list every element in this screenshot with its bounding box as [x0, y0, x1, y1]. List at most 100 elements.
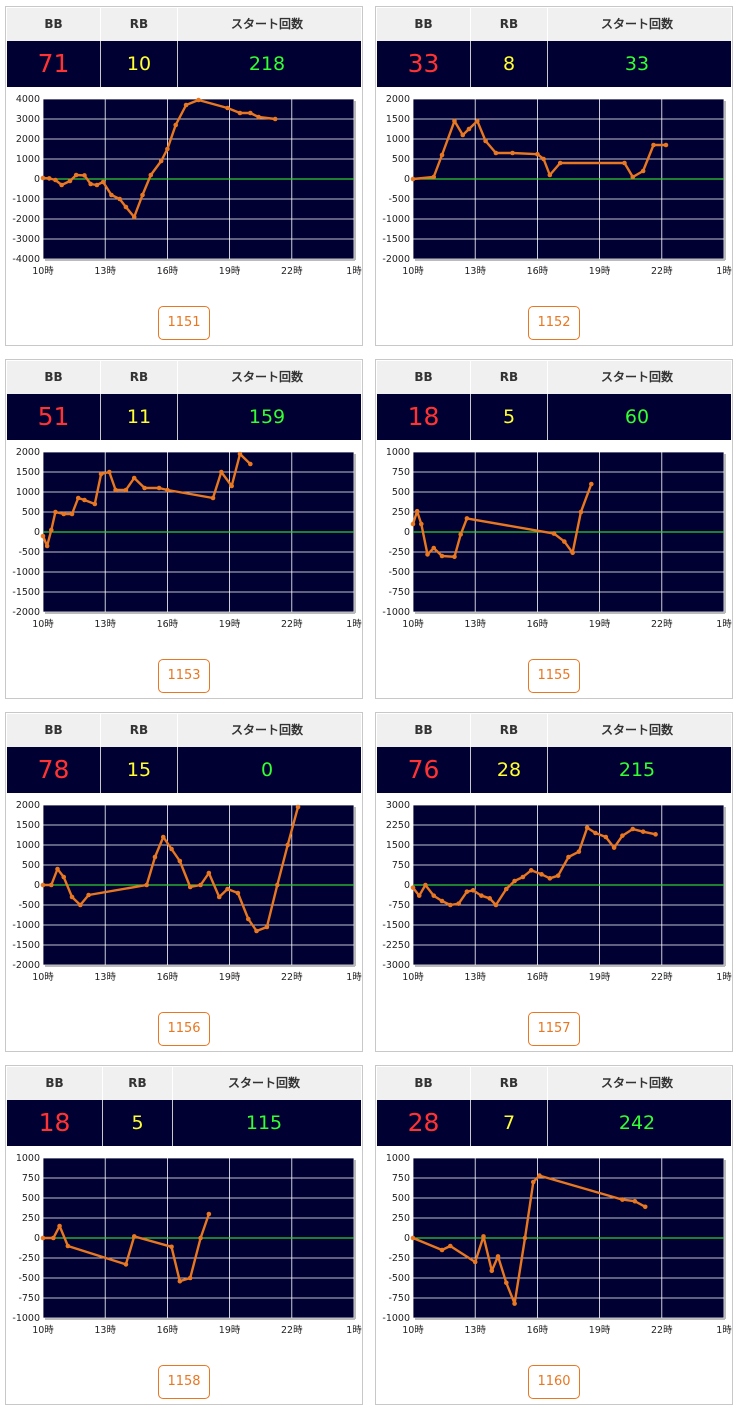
y-tick-label: 500: [22, 860, 40, 871]
data-point: [593, 830, 598, 836]
x-tick-label: 1時: [346, 266, 362, 277]
y-tick-label: 750: [392, 1173, 410, 1184]
data-point: [439, 553, 445, 559]
data-point: [495, 1254, 501, 1259]
data-point: [410, 521, 416, 527]
y-tick-label: 2250: [386, 820, 410, 831]
x-tick-label: 19時: [219, 619, 241, 630]
data-point: [630, 174, 636, 180]
data-point: [53, 509, 58, 515]
data-point: [557, 160, 563, 166]
x-tick-label: 13時: [464, 266, 486, 277]
data-point: [603, 834, 609, 840]
machine-number-button[interactable]: 1160: [528, 1365, 580, 1399]
data-point: [487, 896, 493, 901]
x-tick-label: 13時: [464, 1325, 486, 1336]
rb-header: RB: [103, 1067, 173, 1100]
data-point: [264, 924, 270, 930]
x-tick-label: 10時: [402, 972, 424, 983]
machine-card: BB RB スタート回数 33 8 33 2000 1500 1000 500 0 -500 -1000…: [375, 6, 733, 346]
machine-number-button[interactable]: 1151: [158, 306, 210, 340]
data-point: [169, 846, 174, 852]
x-tick-label: 10時: [32, 1325, 54, 1336]
y-tick-label: 500: [392, 154, 410, 165]
data-point: [425, 552, 430, 557]
data-point: [423, 882, 428, 888]
y-tick-label: 4000: [16, 94, 40, 105]
data-point: [51, 1235, 56, 1241]
data-point: [481, 1234, 486, 1239]
data-point: [117, 196, 123, 202]
rb-header: RB: [471, 361, 548, 394]
data-point: [431, 174, 437, 180]
machine-number-button[interactable]: 1152: [528, 306, 580, 340]
data-point: [173, 122, 178, 128]
bb-header: BB: [7, 361, 101, 394]
data-point: [237, 110, 243, 116]
data-point: [59, 182, 64, 188]
data-point: [113, 487, 118, 493]
data-point: [75, 495, 81, 501]
card-values: 18 5 115: [7, 1100, 361, 1146]
start-count-value: 159: [248, 406, 286, 428]
y-tick-label: 0: [404, 1233, 410, 1244]
y-tick-label: 1000: [16, 840, 40, 851]
data-point: [40, 882, 46, 888]
machine-number-button[interactable]: 1155: [528, 659, 580, 693]
start-count-header: スタート回数: [600, 1076, 673, 1090]
start-count-header: スタート回数: [600, 17, 673, 31]
machine-number-button[interactable]: 1158: [158, 1365, 210, 1399]
y-tick-label: 0: [34, 527, 40, 538]
x-tick-label: 16時: [157, 1325, 179, 1336]
y-tick-label: 0: [404, 527, 410, 538]
y-tick-label: -2000: [382, 254, 410, 265]
data-point: [620, 833, 625, 838]
data-point: [131, 475, 137, 481]
data-point: [285, 842, 290, 848]
data-point: [107, 469, 112, 475]
machine-card: BB RB スタート回数 78 15 0 2000 1500 1000 500 0 -500 -1000…: [5, 712, 363, 1052]
data-point: [196, 97, 201, 103]
y-tick-label: 0: [404, 880, 410, 891]
x-tick-label: 1時: [716, 619, 732, 630]
y-tick-label: 250: [22, 1213, 40, 1224]
data-point: [410, 885, 416, 890]
x-tick-label: 1時: [346, 1325, 362, 1336]
data-point: [94, 182, 100, 188]
bb-value: 28: [377, 1100, 471, 1146]
start-count-value: 115: [245, 1112, 283, 1134]
data-point: [206, 870, 212, 876]
data-point: [235, 890, 241, 896]
data-point: [510, 150, 515, 156]
x-tick-label: 1時: [346, 619, 362, 630]
data-point: [439, 152, 445, 158]
bb-header: BB: [7, 8, 101, 41]
x-tick-label: 19時: [589, 619, 611, 630]
y-tick-label: 2000: [16, 800, 40, 811]
card-header: BB RB スタート回数: [377, 361, 731, 394]
y-tick-label: -2000: [12, 960, 40, 971]
machine-number-button[interactable]: 1157: [528, 1012, 580, 1046]
bb-value: 71: [7, 41, 101, 87]
machine-card: BB RB スタート回数 71 10 218 4000 3000 2000 1000 0 -1000 -…: [5, 6, 363, 346]
data-point: [611, 845, 617, 850]
y-tick-label: -3000: [12, 234, 40, 245]
rb-header: RB: [471, 1067, 548, 1100]
y-tick-label: 500: [22, 507, 40, 518]
machine-number-button[interactable]: 1156: [158, 1012, 210, 1046]
machine-card: BB RB スタート回数 18 5 60 1000 750 500 250 0 -250 -500 -75…: [375, 359, 733, 699]
data-point: [142, 485, 147, 491]
data-point: [589, 481, 594, 487]
card-header: BB RB スタート回数: [7, 1067, 361, 1100]
data-point: [144, 882, 149, 888]
x-tick-label: 22時: [281, 266, 303, 277]
data-point: [504, 1280, 509, 1286]
machine-number-button[interactable]: 1153: [158, 659, 210, 693]
x-tick-label: 16時: [157, 619, 179, 630]
machine-card: BB RB スタート回数 28 7 242 1000 750 500 250 0 -250 -500 -7…: [375, 1065, 733, 1405]
x-tick-label: 13時: [94, 266, 116, 277]
data-point: [140, 192, 145, 198]
y-tick-label: -1000: [12, 1313, 40, 1324]
